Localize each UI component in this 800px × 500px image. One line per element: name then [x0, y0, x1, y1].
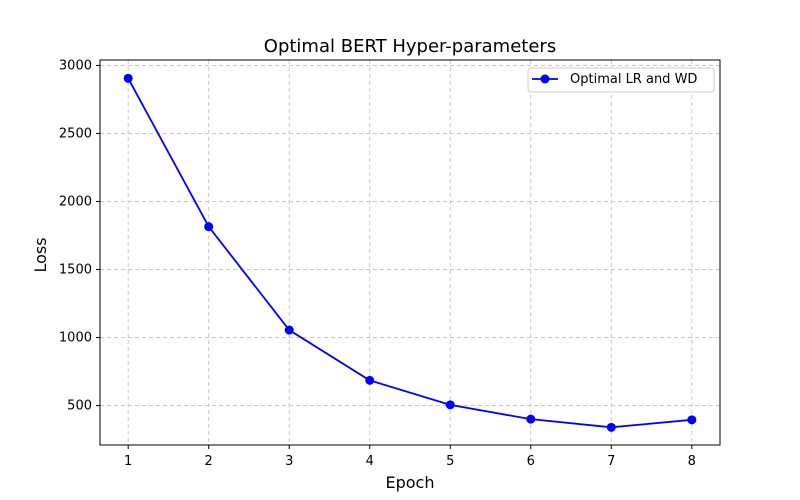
legend-label: Optimal LR and WD	[570, 72, 697, 87]
data-point	[124, 74, 133, 83]
x-tick-label: 5	[446, 454, 454, 469]
series-layer	[124, 74, 697, 432]
plot-frame	[100, 60, 720, 445]
legend-marker	[541, 75, 550, 84]
data-point	[607, 423, 616, 432]
x-tick-label: 4	[366, 454, 374, 469]
x-tick-label: 7	[607, 454, 615, 469]
x-tick-label: 8	[688, 454, 696, 469]
y-tick-label: 2500	[59, 126, 92, 141]
y-tick-label: 1000	[59, 331, 92, 346]
grid-layer	[100, 60, 720, 445]
series-line	[128, 78, 692, 427]
data-point	[446, 400, 455, 409]
x-tick-label: 2	[205, 454, 213, 469]
data-point	[365, 376, 374, 385]
chart-title: Optimal BERT Hyper-parameters	[264, 36, 556, 57]
x-tick-label: 3	[285, 454, 293, 469]
legend: Optimal LR and WD	[528, 68, 714, 92]
y-tick-label: 2000	[59, 194, 92, 209]
y-axis-label: Loss	[31, 237, 50, 272]
data-point	[687, 415, 696, 424]
y-tick-label: 500	[67, 399, 92, 414]
tick-layer: 1 2 3 4 5 6 7 8 500 1000 1500 2000 2500 3000	[59, 58, 696, 469]
data-point	[526, 415, 535, 424]
data-point	[204, 222, 213, 231]
y-tick-label: 3000	[59, 58, 92, 73]
data-point	[285, 326, 294, 335]
x-tick-label: 6	[527, 454, 535, 469]
y-tick-label: 1500	[59, 263, 92, 278]
x-tick-label: 1	[124, 454, 132, 469]
x-axis-label: Epoch	[386, 473, 435, 492]
